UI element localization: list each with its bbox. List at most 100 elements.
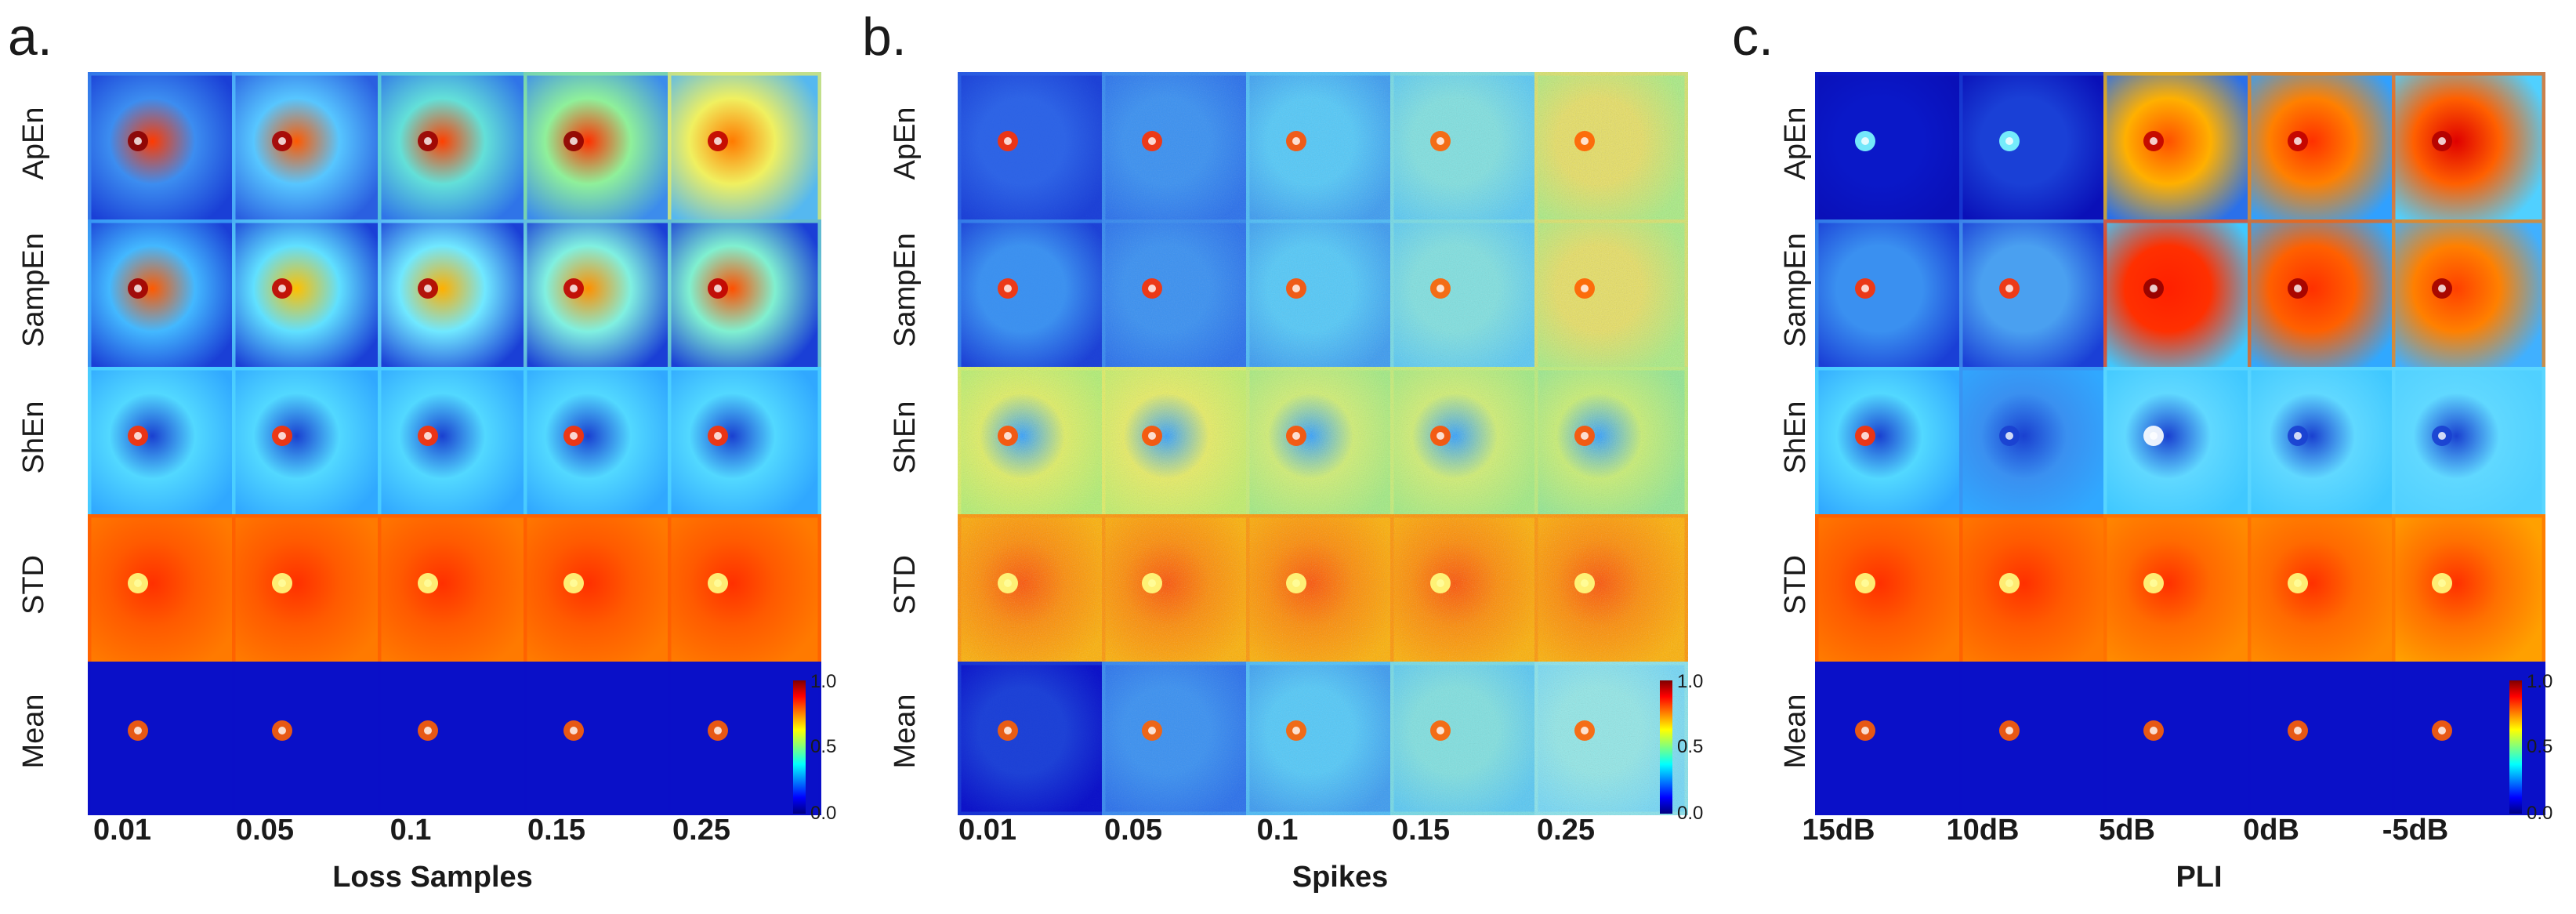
row-label-sampen: SampEn [889,233,922,347]
heatmap-mean-3 [2103,662,2257,815]
x-axis-title: PLI [2176,861,2223,894]
heatmap-shen-3 [2103,367,2257,520]
heatmap-std-1 [1815,514,1969,668]
heatmap-apen-4 [1390,72,1544,226]
heatmap-std-2 [1102,514,1255,668]
colorbar-tick-min: 0.0 [810,803,837,824]
heatmap-apen-1 [88,72,241,226]
x-axis-title: Spikes [1292,861,1389,894]
heatmap-apen-1 [1815,72,1969,226]
heatmap-shen-2 [232,367,386,520]
heatmap-sampen-3 [2103,219,2257,373]
colorbar [2509,680,2522,814]
column-label-2: 10dB [1946,814,2020,847]
column-label-5: 0.25 [672,814,730,847]
heatmap-std-4 [2248,514,2401,668]
colorbar [793,680,806,814]
heatmap-sampen-1 [958,219,1111,373]
heatmap-sampen-4 [2248,219,2401,373]
column-label-1: 0.01 [958,814,1016,847]
colorbar-tick-mid: 0.5 [2527,736,2553,757]
column-label-2: 0.05 [1104,814,1162,847]
panel-label-b: b. [862,7,907,67]
heatmap-sampen-5 [668,219,821,373]
row-label-shen: ShEn [1779,401,1812,474]
heatmap-std-2 [232,514,386,668]
row-label-mean: Mean [1779,694,1812,769]
heatmap-sampen-1 [1815,219,1969,373]
heatmap-std-5 [2392,514,2545,668]
heatmap-shen-4 [1390,367,1544,520]
colorbar-tick-mid: 0.5 [1677,736,1704,757]
heatmap-shen-5 [2392,367,2545,520]
heatmap-mean-3 [378,662,531,815]
heatmap-shen-2 [1102,367,1255,520]
heatmap-mean-2 [232,662,386,815]
panel-c: c. ApEn SampEn ShEn STD Mean 15dB 10dB 5… [1724,0,2576,914]
column-label-5: -5dB [2382,814,2449,847]
heatmap-std-1 [88,514,241,668]
column-label-3: 0.1 [389,814,432,847]
heatmap-mean-4 [1390,662,1544,815]
row-label-apen: ApEn [1779,107,1812,180]
column-label-2: 0.05 [236,814,294,847]
column-label-1: 15dB [1802,814,1875,847]
column-label-5: 0.25 [1537,814,1595,847]
colorbar-tick-min: 0.0 [2527,803,2553,824]
heatmap-sampen-4 [1390,219,1544,373]
heatmap-std-5 [1534,514,1688,668]
heatmap-std-3 [2103,514,2257,668]
heatmap-sampen-2 [1102,219,1255,373]
heatmap-sampen-3 [1246,219,1400,373]
heatmap-apen-2 [232,72,386,226]
panel-label-c: c. [1732,7,1773,67]
panel-label-a: a. [8,7,53,67]
colorbar-tick-min: 0.0 [1677,803,1704,824]
row-label-apen: ApEn [17,107,50,180]
heatmap-shen-1 [88,367,241,520]
x-axis-title: Loss Samples [332,861,533,894]
heatmap-mean-3 [1246,662,1400,815]
row-label-sampen: SampEn [1779,233,1812,347]
heatmap-std-4 [524,514,677,668]
row-label-std: STD [889,555,922,615]
heatmap-apen-2 [1959,72,2113,226]
row-label-sampen: SampEn [17,233,50,347]
colorbar-tick-max: 1.0 [2527,671,2553,692]
heatmap-apen-2 [1102,72,1255,226]
colorbar-tick-max: 1.0 [810,671,837,692]
heatmap-mean-2 [1959,662,2113,815]
heatmap-shen-4 [524,367,677,520]
heatmap-shen-5 [668,367,821,520]
column-label-4: 0.15 [1392,814,1450,847]
heatmap-sampen-3 [378,219,531,373]
heatmap-apen-5 [2392,72,2545,226]
heatmap-mean-2 [1102,662,1255,815]
heatmap-apen-1 [958,72,1111,226]
heatmap-std-3 [1246,514,1400,668]
heatmap-mean-4 [2248,662,2401,815]
heatmap-shen-1 [958,367,1111,520]
heatmap-shen-1 [1815,367,1969,520]
heatmap-std-4 [1390,514,1544,668]
heatmap-shen-3 [378,367,531,520]
row-label-mean: Mean [17,694,50,769]
heatmap-mean-4 [524,662,677,815]
heatmap-mean-1 [88,662,241,815]
panel-a: a. ApEn SampEn ShEn STD Mean 0.01 0.05 0… [0,0,836,914]
colorbar [1660,680,1672,814]
row-label-std: STD [1779,555,1812,615]
row-label-apen: ApEn [889,107,922,180]
row-label-shen: ShEn [17,401,50,474]
row-label-shen: ShEn [889,401,922,474]
heatmap-sampen-1 [88,219,241,373]
heatmap-std-1 [958,514,1111,668]
heatmap-mean-1 [958,662,1111,815]
heatmap-sampen-5 [2392,219,2545,373]
colorbar-tick-mid: 0.5 [810,736,837,757]
heatmap-sampen-2 [1959,219,2113,373]
heatmap-mean-5 [2392,662,2545,815]
heatmap-sampen-5 [1534,219,1688,373]
heatmap-apen-3 [1246,72,1400,226]
panel-b: b. ApEn SampEn ShEn STD Mean 0.01 0.05 0… [854,0,1703,914]
